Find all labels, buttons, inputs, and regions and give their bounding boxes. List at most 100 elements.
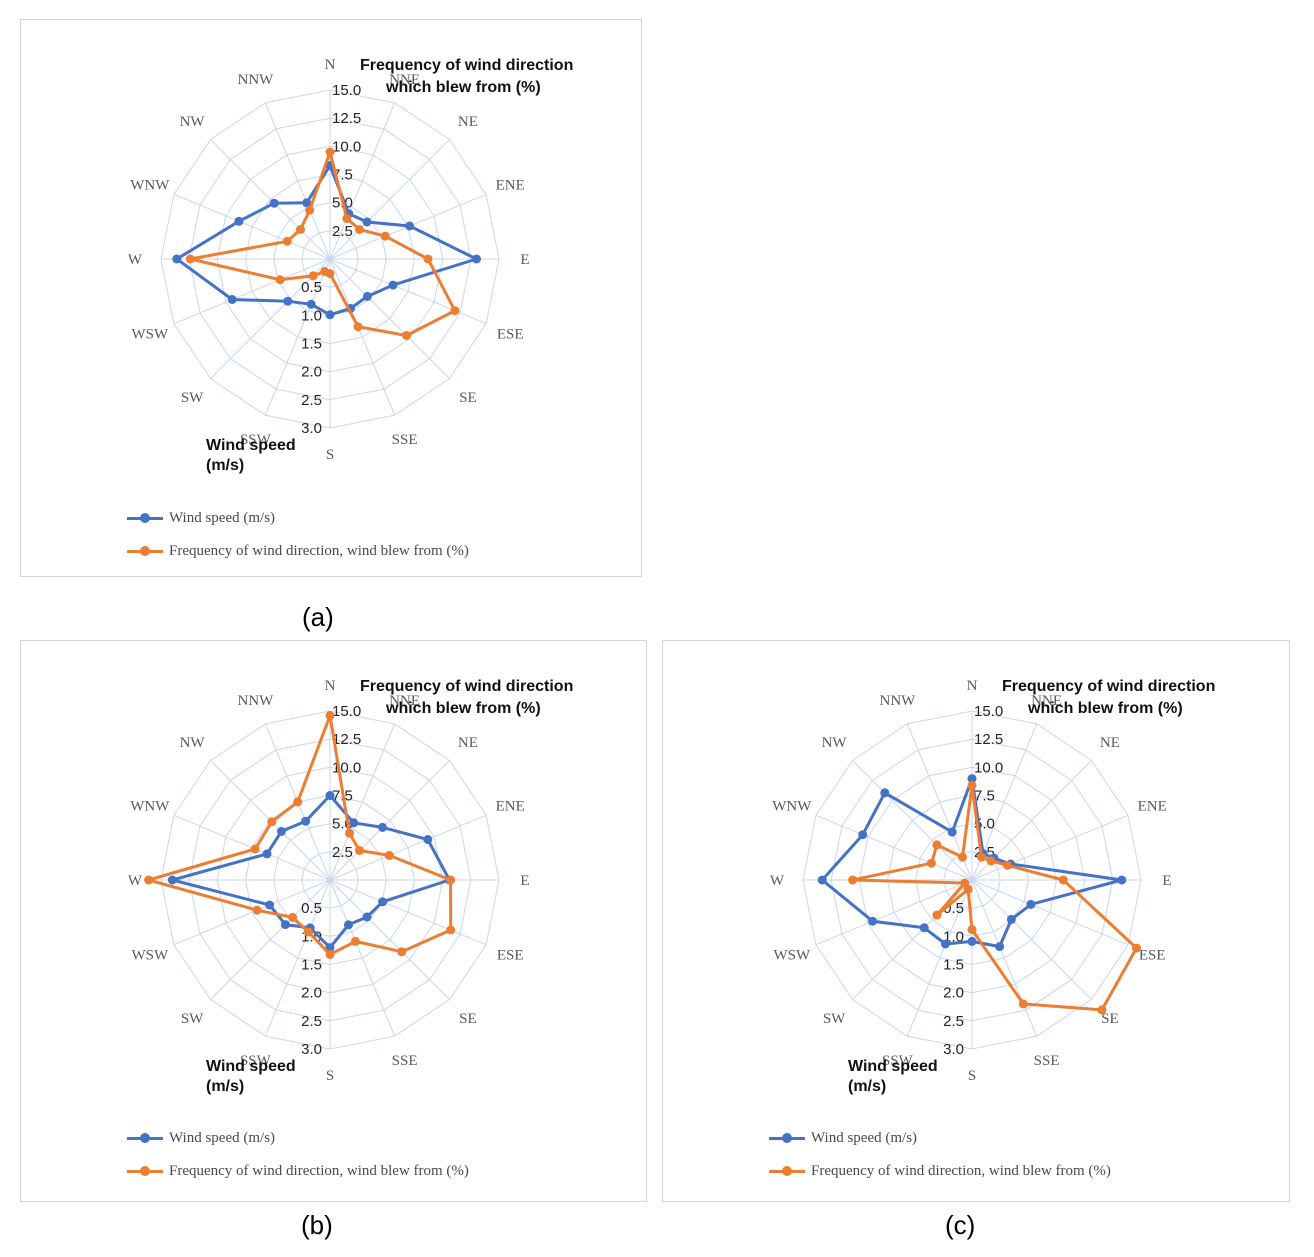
freq-point-s bbox=[967, 925, 977, 935]
speed-tick-label: 3.0 bbox=[943, 1041, 964, 1058]
speed-point-nw bbox=[880, 788, 890, 798]
direction-label-w: W bbox=[770, 873, 785, 889]
freq-point-n bbox=[325, 711, 335, 720]
grid-spoke bbox=[329, 760, 450, 881]
grid-spoke bbox=[815, 814, 973, 881]
speed-point-se bbox=[362, 912, 372, 922]
freq-tick-label: 10.0 bbox=[974, 759, 1003, 776]
direction-label-nnw: NNW bbox=[237, 72, 274, 88]
caption-c: (c) bbox=[945, 1210, 976, 1240]
speed-point-ne bbox=[362, 217, 372, 227]
direction-label-ssw: SSW bbox=[240, 1053, 272, 1069]
legend-marker-freq bbox=[140, 1166, 150, 1176]
legend-label-speed: Wind speed (m/s) bbox=[811, 1130, 918, 1146]
speed-point-e bbox=[472, 254, 481, 264]
direction-label-nw: NW bbox=[822, 735, 848, 751]
freq-point-nw bbox=[932, 840, 942, 850]
direction-label-ene: ENE bbox=[496, 798, 525, 814]
freq-point-n bbox=[967, 780, 977, 790]
freq-point-ssw bbox=[303, 927, 313, 937]
grid-spoke bbox=[173, 879, 331, 946]
direction-label-n: N bbox=[325, 57, 336, 73]
freq-tick-label: 2.5 bbox=[332, 223, 353, 240]
direction-label-nne: NNE bbox=[389, 693, 420, 709]
freq-tick-label: 12.5 bbox=[332, 731, 361, 748]
direction-label-wnw: WNW bbox=[130, 177, 170, 193]
freq-axis-title: which blew from (%) bbox=[1027, 700, 1183, 717]
freq-point-wsw bbox=[960, 878, 970, 888]
freq-point-sse bbox=[353, 322, 363, 332]
direction-label-n: N bbox=[325, 678, 336, 694]
freq-point-nw bbox=[267, 817, 277, 827]
grid-spoke bbox=[329, 258, 450, 379]
speed-point-sw bbox=[280, 920, 290, 930]
grid-spoke bbox=[329, 102, 396, 260]
radar-chart-a: NNNENEENEEESESESSESSSWSWWSWWWNWNWNNW2.55… bbox=[128, 57, 573, 474]
speed-point-wnw bbox=[262, 849, 272, 859]
direction-label-ese: ESE bbox=[1139, 948, 1166, 964]
freq-point-ssw bbox=[320, 267, 330, 276]
direction-label-sse: SSE bbox=[392, 432, 418, 448]
freq-point-ne bbox=[355, 846, 364, 855]
freq-point-ene bbox=[384, 850, 394, 860]
grid-spoke bbox=[852, 760, 973, 881]
direction-label-ese: ESE bbox=[497, 327, 524, 343]
direction-label-wsw: WSW bbox=[131, 948, 169, 964]
speed-tick-label: 2.0 bbox=[943, 985, 964, 1002]
speed-tick-label: 0.5 bbox=[301, 900, 322, 917]
legend-marker-freq bbox=[782, 1166, 792, 1176]
speed-tick-label: 2.5 bbox=[301, 1013, 322, 1030]
grid-spoke bbox=[329, 814, 487, 881]
direction-label-ene: ENE bbox=[1138, 798, 1167, 814]
speed-point-ene bbox=[405, 221, 415, 231]
direction-label-se: SE bbox=[459, 1011, 477, 1027]
speed-tick-label: 2.5 bbox=[943, 1013, 964, 1030]
speed-axis-title: Wind speed bbox=[206, 1058, 296, 1075]
speed-tick-label: 2.0 bbox=[301, 985, 322, 1002]
direction-label-s: S bbox=[326, 1068, 334, 1084]
direction-label-sw: SW bbox=[181, 390, 204, 406]
speed-series-line bbox=[175, 164, 478, 317]
grid-spoke bbox=[329, 879, 396, 1037]
freq-point-ene bbox=[380, 231, 390, 241]
legend-marker-speed bbox=[782, 1133, 792, 1143]
legend-label-speed: Wind speed (m/s) bbox=[169, 510, 276, 526]
freq-point-se bbox=[397, 947, 407, 957]
grid-spoke bbox=[329, 879, 450, 1000]
speed-tick-label: 1.5 bbox=[943, 957, 964, 974]
freq-point-nne bbox=[344, 828, 354, 838]
speed-point-nnw bbox=[947, 827, 957, 837]
legend-b: Wind speed (m/s) Frequency of wind direc… bbox=[127, 1128, 617, 1188]
freq-point-wnw bbox=[282, 236, 292, 246]
speed-tick-label: 2.5 bbox=[301, 392, 322, 409]
direction-label-ssw: SSW bbox=[240, 432, 272, 448]
speed-tick-label: 0.5 bbox=[301, 279, 322, 296]
speed-point-ese bbox=[378, 897, 388, 907]
direction-label-nne: NNE bbox=[389, 72, 420, 88]
freq-point-sw bbox=[288, 912, 298, 922]
freq-point-e bbox=[423, 254, 433, 264]
freq-point-ne bbox=[986, 856, 996, 866]
freq-point-ese bbox=[446, 925, 456, 935]
grid-spoke bbox=[173, 193, 331, 260]
grid-spoke bbox=[210, 139, 331, 260]
speed-point-se bbox=[1006, 914, 1016, 924]
caption-b: (b) bbox=[301, 1210, 333, 1240]
direction-label-wsw: WSW bbox=[131, 327, 169, 343]
direction-label-e: E bbox=[520, 252, 529, 268]
freq-point-sw bbox=[932, 910, 942, 920]
freq-axis-title: which blew from (%) bbox=[385, 79, 541, 96]
grid-spoke bbox=[329, 723, 396, 881]
freq-point-wnw bbox=[926, 858, 936, 868]
direction-label-nnw: NNW bbox=[237, 693, 274, 709]
direction-label-n: N bbox=[967, 678, 978, 694]
grid-spoke bbox=[971, 879, 1038, 1037]
speed-point-nw bbox=[276, 826, 286, 836]
legend-c: Wind speed (m/s) Frequency of wind direc… bbox=[769, 1128, 1259, 1188]
direction-label-nw: NW bbox=[180, 114, 206, 130]
speed-point-sse bbox=[995, 942, 1005, 952]
freq-point-nnw bbox=[305, 205, 315, 215]
speed-tick-label: 3.0 bbox=[301, 1041, 322, 1058]
direction-label-ne: NE bbox=[458, 114, 478, 130]
chart-panel-a: N NNE NE ENE E ESE SE SSE S SSW SW WSW W WNW NW NNW 2.5 5… bbox=[20, 19, 642, 577]
